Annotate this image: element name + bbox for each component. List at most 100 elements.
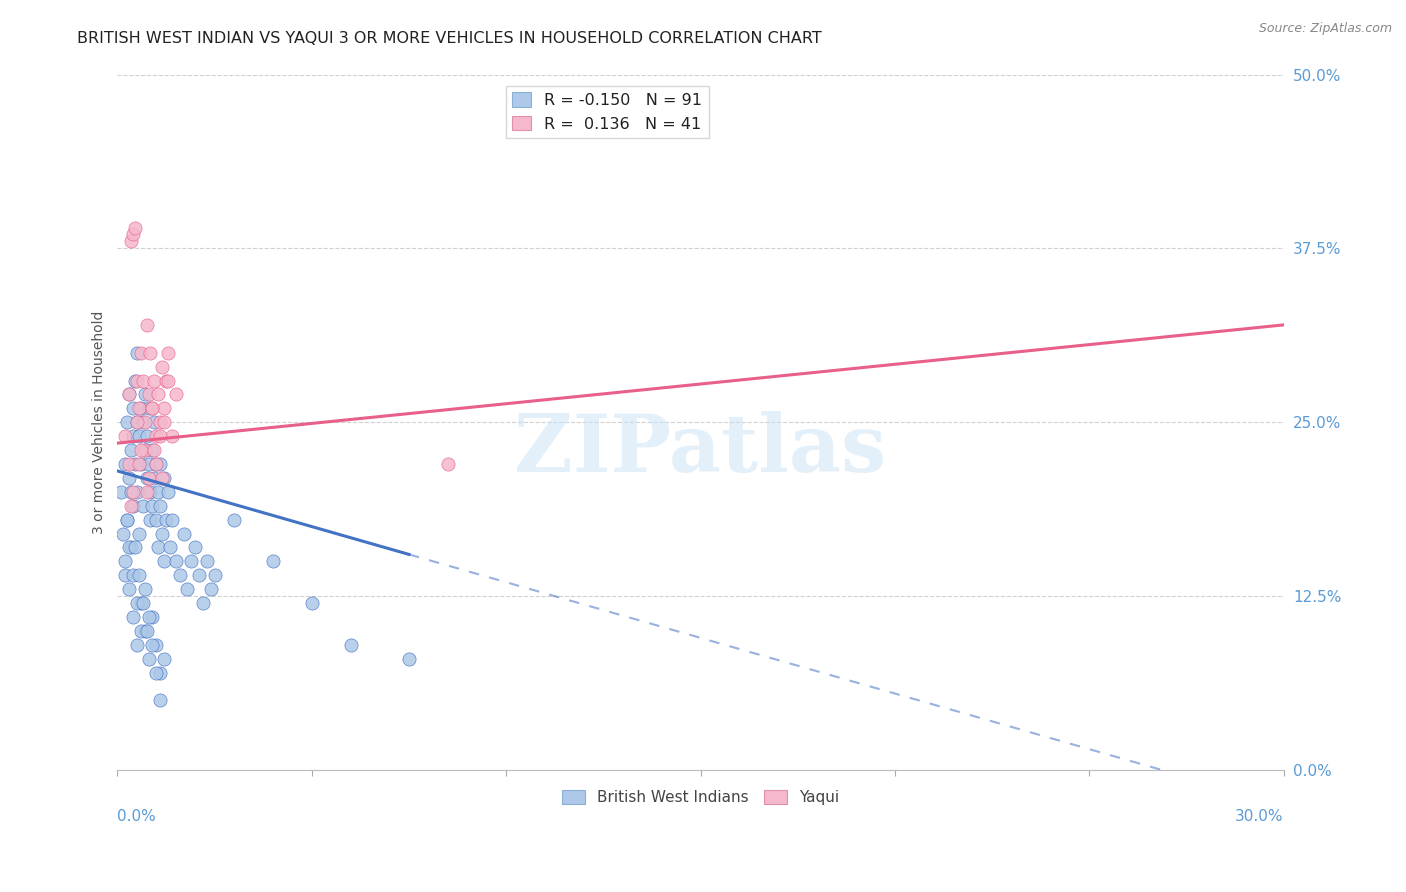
Point bbox=[122, 401, 145, 416]
Point bbox=[141, 401, 163, 416]
Point bbox=[131, 499, 153, 513]
Point bbox=[122, 610, 145, 624]
Point bbox=[155, 374, 177, 388]
Point bbox=[262, 554, 284, 568]
Point bbox=[125, 484, 148, 499]
Point bbox=[114, 568, 136, 582]
Point bbox=[115, 513, 138, 527]
Point bbox=[145, 665, 167, 680]
Point bbox=[149, 665, 172, 680]
Point bbox=[165, 554, 187, 568]
Point bbox=[153, 415, 176, 429]
Point bbox=[148, 541, 170, 555]
Point bbox=[118, 471, 141, 485]
Point bbox=[122, 484, 145, 499]
Point bbox=[114, 457, 136, 471]
Point bbox=[114, 554, 136, 568]
Point bbox=[114, 429, 136, 443]
Point bbox=[143, 443, 166, 458]
Point bbox=[195, 554, 218, 568]
Point bbox=[122, 499, 145, 513]
Point bbox=[122, 227, 145, 242]
Point bbox=[118, 582, 141, 597]
Point bbox=[129, 345, 152, 359]
Point bbox=[120, 235, 142, 249]
Point bbox=[148, 484, 170, 499]
Point bbox=[118, 387, 141, 401]
Point bbox=[339, 638, 361, 652]
Point bbox=[135, 484, 157, 499]
Point bbox=[149, 429, 172, 443]
Point bbox=[129, 624, 152, 638]
Point bbox=[115, 415, 138, 429]
Point bbox=[149, 499, 172, 513]
Point bbox=[118, 457, 141, 471]
Point bbox=[138, 651, 160, 665]
Point bbox=[180, 554, 202, 568]
Point bbox=[139, 345, 162, 359]
Y-axis label: 3 or more Vehicles in Household: 3 or more Vehicles in Household bbox=[93, 310, 107, 534]
Point bbox=[129, 457, 152, 471]
Point bbox=[148, 387, 170, 401]
Point bbox=[134, 415, 156, 429]
Point bbox=[125, 638, 148, 652]
Point bbox=[125, 415, 148, 429]
Point bbox=[131, 415, 153, 429]
Point bbox=[301, 596, 323, 610]
Point bbox=[160, 513, 183, 527]
Point bbox=[160, 429, 183, 443]
Point bbox=[143, 374, 166, 388]
Point bbox=[128, 457, 150, 471]
Point bbox=[128, 568, 150, 582]
Point bbox=[125, 345, 148, 359]
Point bbox=[143, 471, 166, 485]
Point bbox=[112, 526, 135, 541]
Point bbox=[150, 471, 173, 485]
Point bbox=[138, 471, 160, 485]
Point bbox=[124, 541, 146, 555]
Point bbox=[188, 568, 211, 582]
Point bbox=[141, 499, 163, 513]
Point bbox=[149, 693, 172, 707]
Point bbox=[138, 457, 160, 471]
Point bbox=[125, 374, 148, 388]
Point bbox=[153, 554, 176, 568]
Point bbox=[141, 638, 163, 652]
Point bbox=[150, 526, 173, 541]
Text: 30.0%: 30.0% bbox=[1234, 809, 1284, 824]
Point bbox=[134, 443, 156, 458]
Point bbox=[150, 359, 173, 374]
Point bbox=[184, 541, 207, 555]
Point bbox=[129, 596, 152, 610]
Point bbox=[398, 651, 420, 665]
Point bbox=[134, 387, 156, 401]
Point bbox=[120, 541, 142, 555]
Point bbox=[120, 484, 142, 499]
Point bbox=[128, 401, 150, 416]
Point bbox=[120, 443, 142, 458]
Point bbox=[145, 429, 167, 443]
Point bbox=[134, 582, 156, 597]
Legend: British West Indians, Yaqui: British West Indians, Yaqui bbox=[555, 784, 845, 811]
Point bbox=[129, 401, 152, 416]
Point bbox=[135, 624, 157, 638]
Point bbox=[204, 568, 226, 582]
Point bbox=[156, 484, 179, 499]
Point bbox=[131, 596, 153, 610]
Point bbox=[122, 568, 145, 582]
Point bbox=[159, 541, 181, 555]
Point bbox=[141, 610, 163, 624]
Point bbox=[139, 513, 162, 527]
Text: Source: ZipAtlas.com: Source: ZipAtlas.com bbox=[1258, 22, 1392, 36]
Point bbox=[156, 345, 179, 359]
Point bbox=[169, 568, 191, 582]
Point bbox=[200, 582, 222, 597]
Point bbox=[135, 429, 157, 443]
Point bbox=[141, 443, 163, 458]
Point bbox=[437, 457, 460, 471]
Point bbox=[129, 443, 152, 458]
Point bbox=[122, 429, 145, 443]
Point bbox=[138, 401, 160, 416]
Point bbox=[138, 610, 160, 624]
Point bbox=[191, 596, 214, 610]
